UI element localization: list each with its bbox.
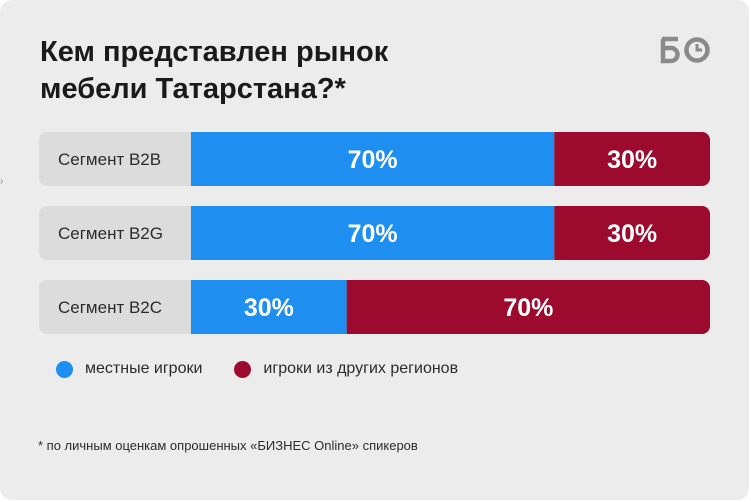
legend-item-other: игроки из других регионов bbox=[234, 360, 458, 378]
bar-segment-other bbox=[554, 206, 710, 260]
legend-dot-local bbox=[56, 360, 73, 378]
data-label: 70% bbox=[503, 294, 553, 322]
bar-segment-other bbox=[346, 280, 710, 334]
data-label: 30% bbox=[607, 146, 657, 174]
bar-segment-local bbox=[191, 132, 555, 186]
category-label: Сегмент B2C bbox=[58, 298, 162, 317]
bo-logo-icon bbox=[660, 36, 710, 64]
bar-segment-local bbox=[191, 280, 347, 334]
data-label: 70% bbox=[348, 220, 398, 248]
data-label: 70% bbox=[348, 146, 398, 174]
legend-label-local: местные игроки bbox=[85, 360, 203, 377]
data-label: 30% bbox=[244, 294, 294, 322]
footnote: * по личным оценкам опрошенных «БИЗНЕС O… bbox=[38, 438, 418, 453]
category-label: Сегмент B2B bbox=[58, 150, 161, 169]
edge-mark: › bbox=[0, 176, 4, 187]
chart-title-line1: Кем представлен рынок bbox=[40, 36, 389, 68]
chart-title: Кем представлен рынок мебели Татарстана?… bbox=[40, 34, 600, 108]
bar-segment-other bbox=[554, 132, 710, 186]
bar-segment-local bbox=[191, 206, 555, 260]
category-label: Сегмент B2G bbox=[58, 224, 163, 243]
legend-label-other: игроки из других регионов bbox=[263, 360, 459, 377]
legend-dot-other bbox=[234, 360, 252, 378]
data-label: 30% bbox=[607, 220, 657, 248]
chart-title-line2: мебели Татарстана?* bbox=[40, 73, 346, 105]
legend: местные игроки игроки из других регионов bbox=[56, 360, 490, 378]
legend-item-local: местные игроки bbox=[56, 360, 202, 378]
